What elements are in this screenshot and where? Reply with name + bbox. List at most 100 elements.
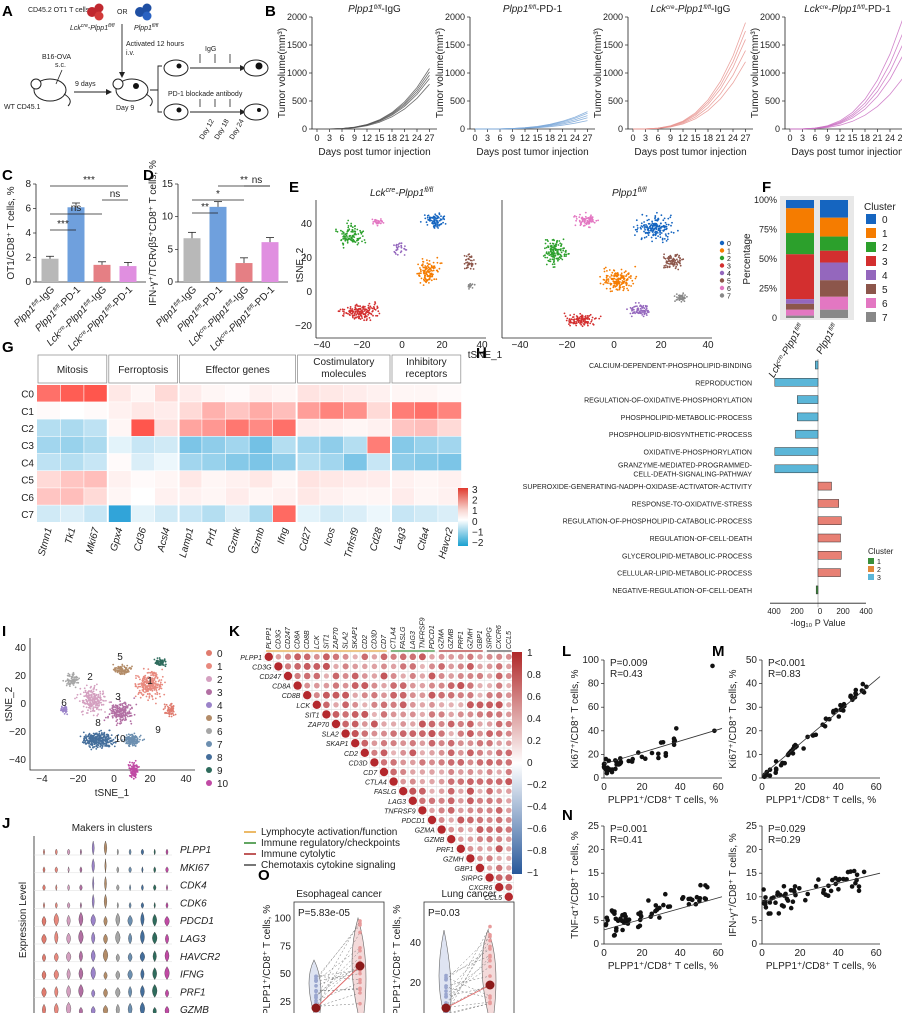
tsne-point [353, 225, 356, 228]
tsne-point [349, 307, 352, 310]
k-corr-dot [438, 788, 445, 794]
violin [78, 967, 84, 980]
heatmap-cell [107, 505, 131, 522]
tsne-point [625, 279, 628, 282]
tsne-point [595, 219, 598, 222]
tsne-point [397, 244, 399, 246]
tsne-point [616, 272, 619, 275]
i-ylabel: tSNE_2 [4, 686, 15, 721]
tsne-point [342, 235, 345, 238]
k-corr-dot [323, 673, 330, 679]
ytick-label: 1000 [287, 68, 307, 78]
tsne-point [363, 308, 366, 310]
tsne-point [120, 712, 122, 715]
tsne-point [586, 222, 588, 225]
tsne-point [580, 323, 583, 326]
scatter-point [859, 688, 865, 693]
tsne-point [376, 222, 379, 225]
k-corr-dot [361, 710, 369, 718]
ytick-label: 30 [746, 702, 758, 713]
heatmap-cell [249, 436, 273, 454]
tsne-point [634, 228, 637, 231]
tsne-point [170, 715, 173, 718]
ytick-label: 500 [450, 96, 465, 106]
tsne-point [143, 684, 145, 687]
xtick-label: 24 [412, 133, 422, 143]
tsne-point [346, 241, 349, 244]
tsne-point [667, 217, 670, 220]
tsne-point [553, 263, 556, 265]
tsne-point [116, 722, 119, 725]
scatter-point [656, 751, 661, 757]
tsne-point [672, 263, 675, 266]
scatter-point [646, 898, 651, 903]
xtick-label: 9 [825, 133, 830, 143]
tsne-point [154, 673, 157, 675]
tsne-point [575, 219, 577, 222]
tsne-point [399, 242, 401, 245]
heatmap-cell [249, 488, 273, 505]
k-corr-dot [438, 797, 445, 804]
tsne-point [97, 713, 99, 715]
k-corr-dot [495, 720, 503, 728]
k-corr-dot [437, 825, 446, 834]
scatter-point [657, 905, 662, 911]
tsne-point [573, 319, 575, 322]
heatmap-row-label: C5 [21, 476, 34, 487]
tsne-xtick-right: 40 [702, 340, 714, 351]
violin [67, 902, 71, 909]
p-value: P=0.001 [610, 824, 648, 835]
tsne-point [368, 308, 371, 311]
k-corr-dot [391, 750, 397, 756]
tsne-point [359, 305, 361, 308]
pair-point-normal [314, 984, 318, 988]
enrichment-bar [815, 585, 819, 595]
k-corr-dot [429, 663, 435, 670]
tsne-point [120, 673, 122, 675]
tsne-point [157, 661, 160, 664]
violin [103, 933, 108, 945]
tsne-point [393, 244, 395, 247]
k-corr-dot [496, 797, 503, 804]
r-value: R=0.83 [768, 669, 801, 680]
k-corr-dot [429, 701, 435, 708]
tsne-point [347, 226, 350, 229]
tsne-point [335, 230, 337, 233]
ytick-label: −20 [9, 727, 26, 738]
tsne-point [469, 267, 472, 270]
tsne-point [60, 705, 63, 708]
tsne-point [587, 321, 589, 323]
k-col-label: PRF1 [458, 631, 465, 649]
violin-gene-label: PLPP1 [180, 845, 211, 856]
k-corr-dot [264, 652, 273, 661]
tsne-point [640, 312, 643, 314]
tsne-point [357, 233, 360, 235]
tsne-point [135, 677, 137, 679]
k-row-label: CXCR6 [469, 885, 493, 892]
tsne-point [345, 312, 347, 314]
heatmap-cell [202, 453, 226, 471]
tsne-point [642, 309, 644, 312]
heatmap-cell [391, 385, 414, 402]
tsne-point [581, 318, 583, 320]
tsne-point [355, 313, 358, 316]
ytick-label: 0 [775, 124, 780, 134]
xtick-label: 15 [374, 133, 384, 143]
tsne-point [68, 683, 71, 686]
tsne-point [583, 317, 586, 320]
tsne-point [435, 217, 437, 220]
k-corr-dot [332, 653, 340, 660]
tsne-point [113, 741, 116, 744]
enrichment-term: GLYCEROLIPID-METABOLIC-PROCESS [622, 553, 752, 560]
tsne-point [157, 680, 160, 683]
tsne-point [424, 277, 427, 280]
enrichment-term: CELLULAR-LIPID-METABOLIC-PROCESS [617, 571, 752, 578]
tsne-point [666, 257, 669, 259]
tsne-point [651, 231, 654, 234]
heatmap-cell [249, 402, 273, 419]
k-col-label: SKAP1 [352, 626, 359, 649]
ytick-label: 0 [593, 939, 599, 950]
tsne-point [116, 718, 119, 721]
tsne-point [576, 318, 578, 320]
